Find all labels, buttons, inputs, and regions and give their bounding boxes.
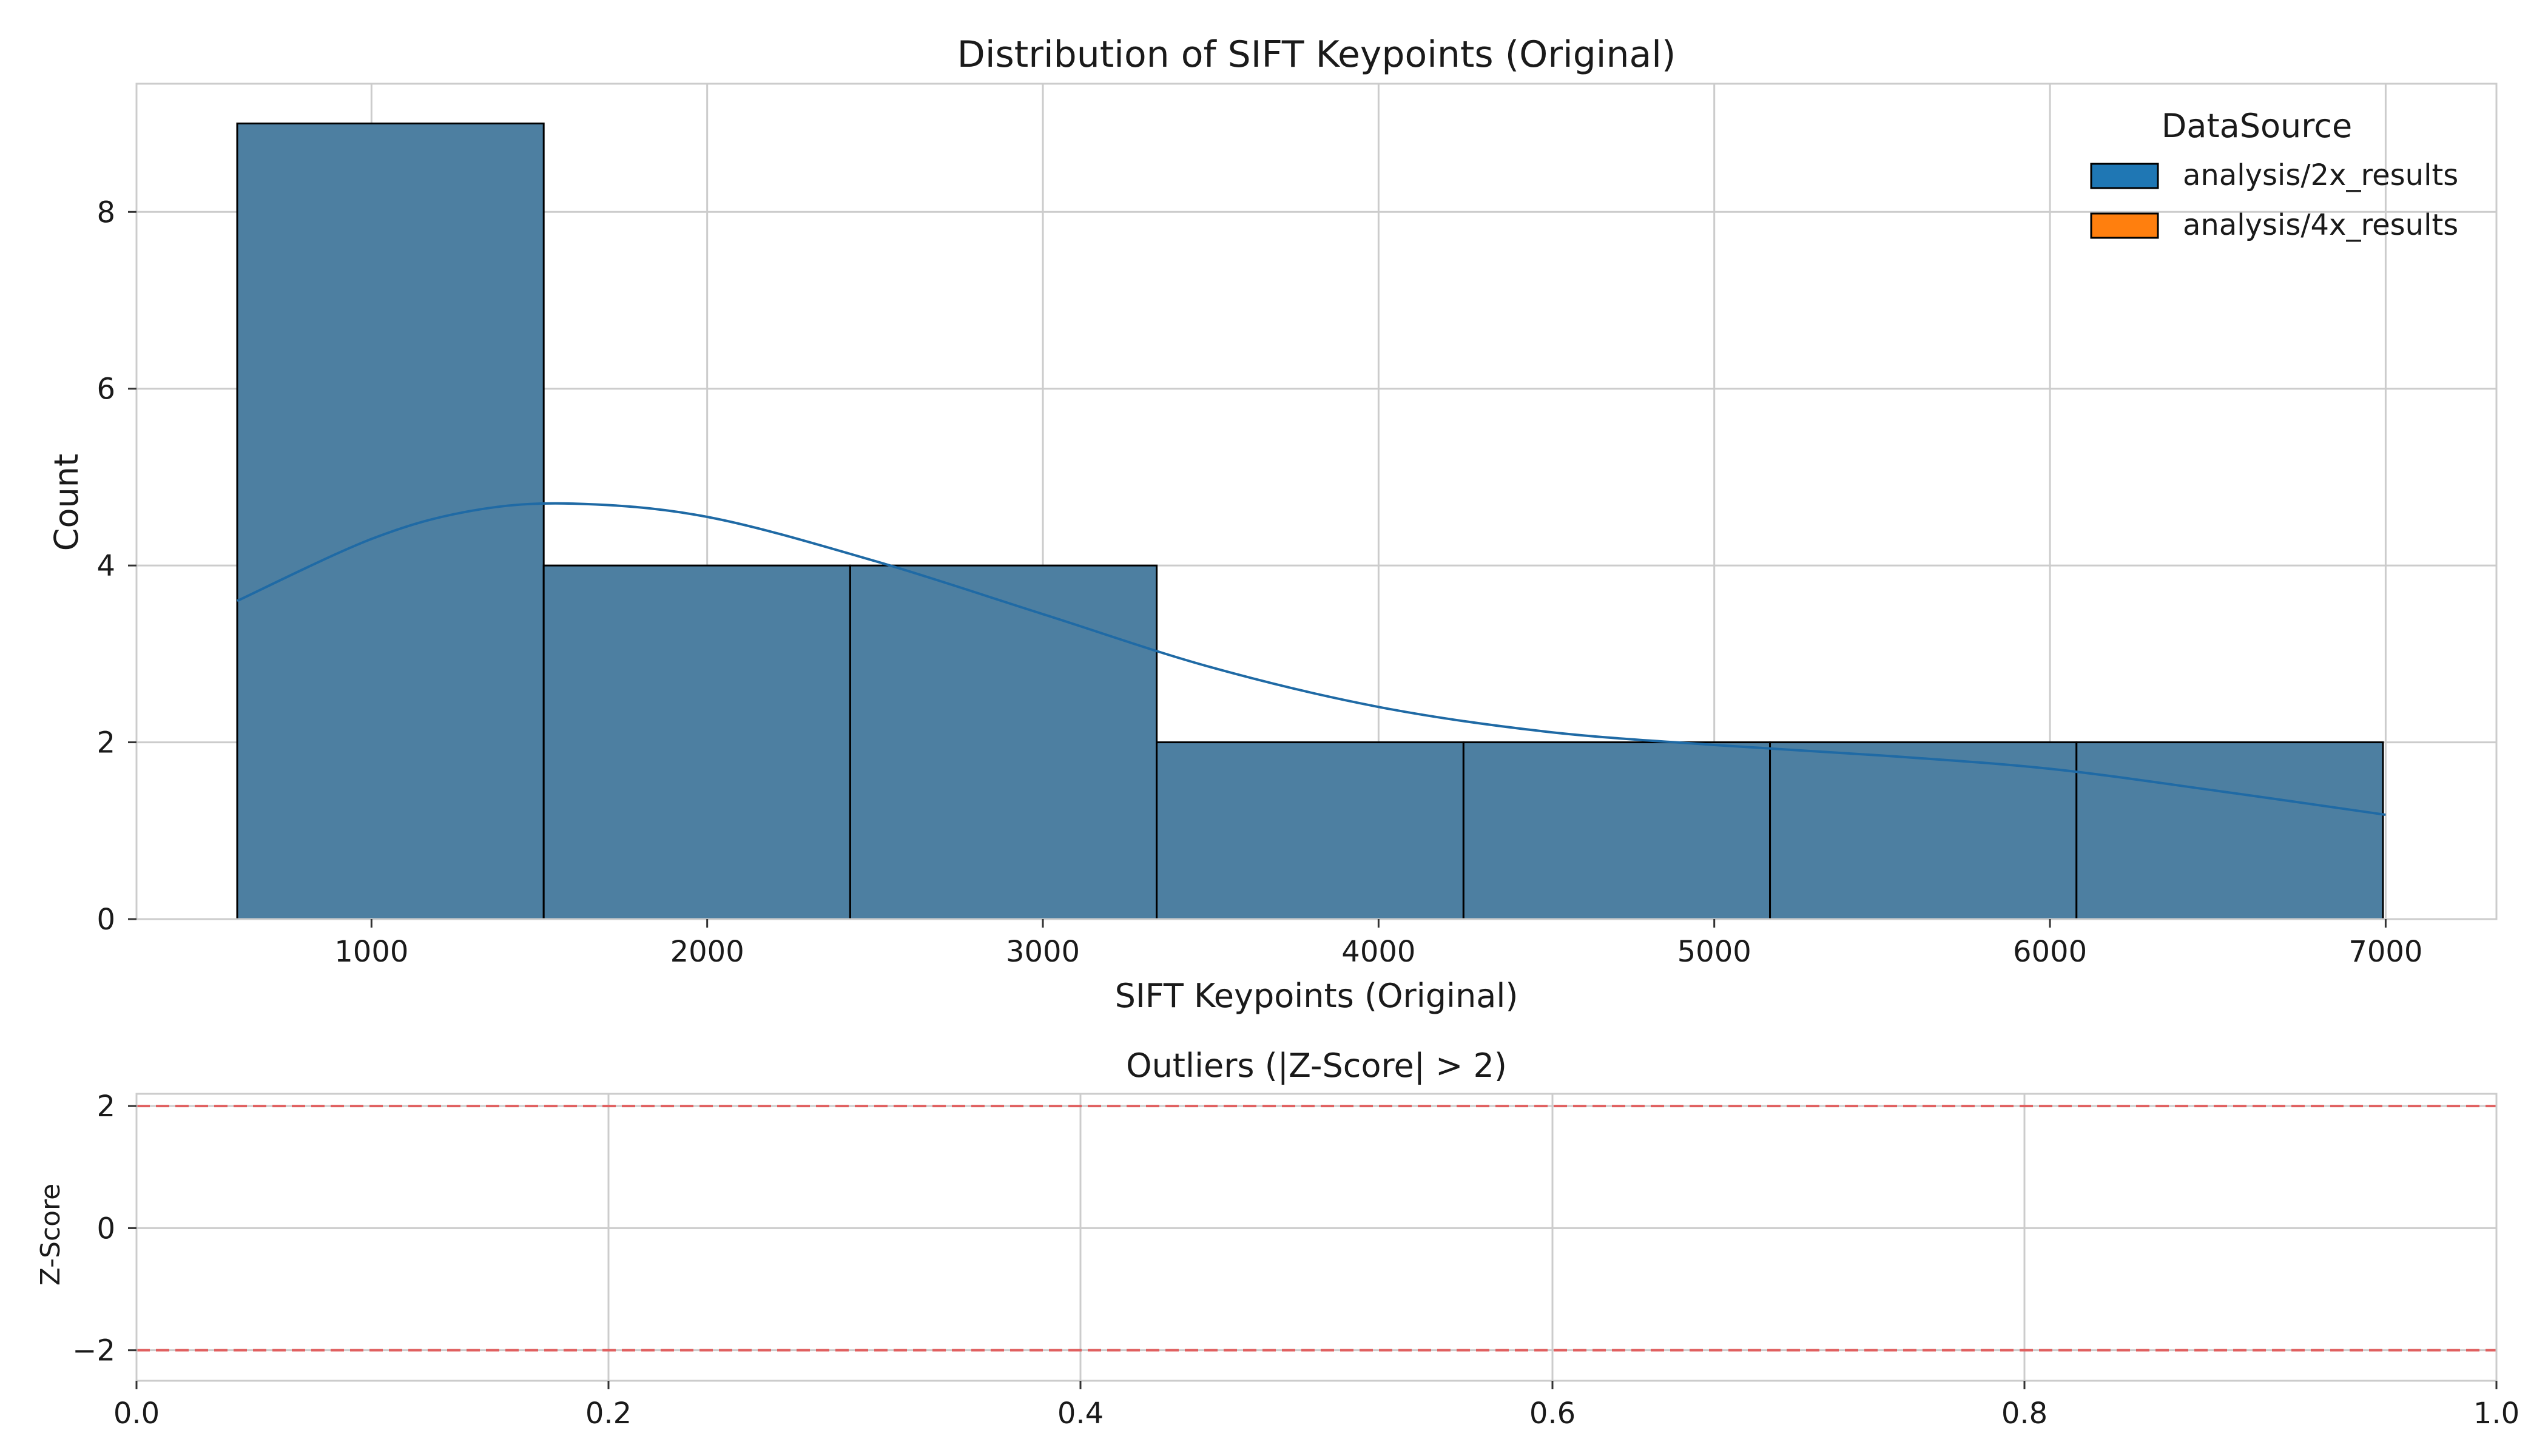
hist-x-tick-label: 2000: [670, 935, 744, 969]
hist-y-tick-label: 2: [96, 726, 115, 760]
hist-x-tick-label: 3000: [1006, 935, 1080, 969]
outliers-x-tick-label: 0.8: [2001, 1397, 2048, 1431]
hist-y-tick-label: 6: [96, 372, 115, 406]
hist-x-tick-label: 5000: [1677, 935, 1751, 969]
outliers-x-ticks: 0.0 0.2 0.4 0.6 0.8 1.0: [113, 1381, 2519, 1431]
outliers-x-tick-label: 0.0: [113, 1397, 160, 1431]
histogram-bar: [542, 564, 851, 920]
outliers-threshold-lines: [136, 1105, 2496, 1352]
histogram-bar: [1769, 741, 2078, 920]
outliers-y-tick-label: −2: [72, 1334, 115, 1368]
histogram-x-ticks: 1000 2000 3000 4000 5000 6000 7000: [334, 919, 2422, 969]
hist-x-tick-label: 6000: [2013, 935, 2087, 969]
outliers-title: Outliers (|Z-Score| > 2): [1126, 1046, 1507, 1085]
histogram-panel: Distribution of SIFT Keypoints (Original…: [47, 33, 2498, 1015]
legend-title: DataSource: [2162, 107, 2352, 145]
legend: DataSource analysis/2x_results analysis/…: [2090, 107, 2458, 242]
histogram-frame: [135, 83, 2498, 920]
legend-label-4x: analysis/4x_results: [2183, 208, 2458, 242]
hist-x-tick-label: 1000: [334, 935, 408, 969]
outliers-x-tick-label: 0.2: [585, 1397, 632, 1431]
histogram-bar: [1462, 741, 1771, 920]
hist-x-tick-label: 4000: [1341, 935, 1415, 969]
hist-y-tick-label: 0: [96, 903, 115, 937]
outliers-frame: [135, 1093, 2498, 1382]
histogram-bar: [236, 123, 545, 920]
outliers-x-tick-label: 0.4: [1057, 1397, 1104, 1431]
histogram-y-ticks: 0 2 4 6 8: [96, 195, 136, 937]
histogram-bar: [2075, 741, 2384, 920]
legend-swatch-4x: [2090, 212, 2159, 239]
histogram-title: Distribution of SIFT Keypoints (Original…: [957, 33, 1676, 76]
outliers-y-label: Z-Score: [35, 1184, 66, 1286]
histogram-x-label: SIFT Keypoints (Original): [1115, 977, 1518, 1015]
histogram-bar: [849, 564, 1158, 920]
hist-y-tick-label: 4: [96, 549, 115, 583]
outliers-y-tick-label: 2: [96, 1090, 115, 1124]
outliers-y-tick-label: 0: [96, 1212, 115, 1245]
legend-label-2x: analysis/2x_results: [2183, 158, 2458, 192]
hist-y-tick-label: 8: [96, 195, 115, 229]
outliers-y-ticks: −2 0 2: [72, 1090, 136, 1368]
hist-x-tick-label: 7000: [2348, 935, 2422, 969]
outliers-panel: Outliers (|Z-Score| > 2) 0.0 0.2 0.4 0.6 0.8…: [35, 1046, 2519, 1431]
histogram-bars: [236, 123, 2384, 920]
kde-curve: [237, 502, 2386, 817]
legend-swatch-2x: [2090, 163, 2159, 189]
histogram-y-label: Count: [47, 454, 86, 551]
outliers-x-tick-label: 0.6: [1529, 1397, 1576, 1431]
outliers-x-tick-label: 1.0: [2473, 1397, 2519, 1431]
histogram-bar: [1156, 741, 1464, 920]
